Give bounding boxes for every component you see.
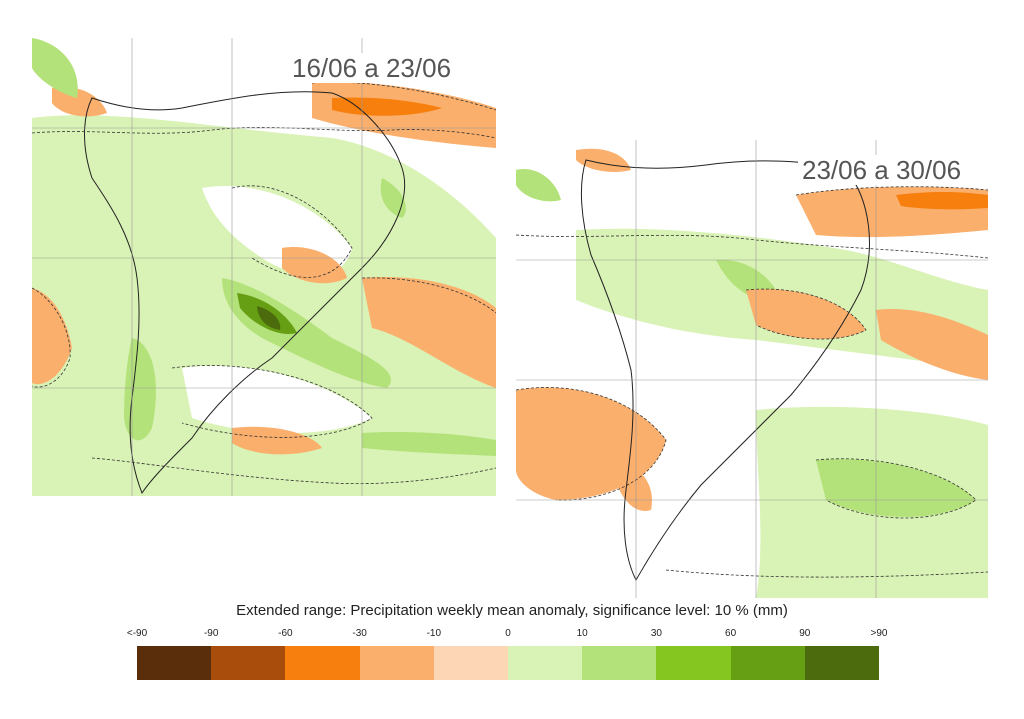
period-label-week-1: 16/06 a 23/06 (288, 53, 456, 83)
legend-tick-label: <-90 (126, 628, 148, 639)
legend-tick-label: 60 (725, 628, 737, 639)
legend-tick-label: >90 (870, 628, 888, 639)
legend-tick-label: -60 (278, 628, 293, 639)
legend-swatch (582, 646, 657, 680)
legend-swatch (137, 646, 212, 680)
legend-tick-label: 30 (650, 628, 662, 639)
legend-title: Extended range: Precipitation weekly mea… (236, 602, 788, 619)
anomaly-map-week-1 (32, 38, 496, 496)
legend-swatch (730, 646, 805, 680)
period-label-week-2: 23/06 a 30/06 (798, 155, 966, 185)
legend-swatch (285, 646, 360, 680)
legend-tick-label: -30 (352, 628, 367, 639)
legend-tick-label: 0 (505, 628, 511, 639)
map-2-canvas (516, 140, 988, 598)
map-1-canvas (32, 38, 496, 496)
legend-swatch (508, 646, 583, 680)
legend-swatch (359, 646, 434, 680)
legend-color-bar (137, 646, 880, 680)
legend-tick-label: -10 (426, 628, 442, 639)
legend-swatch (211, 646, 286, 680)
anomaly-map-week-2 (516, 140, 988, 598)
legend-tick-label: 10 (576, 628, 588, 639)
legend-tick-labels: <-90 -90 -60 -30 -10 0 10 30 60 90 >90 (0, 628, 1024, 644)
legend-tick-label: 90 (799, 628, 811, 639)
legend-swatch (656, 646, 731, 680)
legend-swatch (804, 646, 880, 680)
legend-swatch (433, 646, 509, 680)
legend-tick-label: -90 (203, 628, 219, 639)
